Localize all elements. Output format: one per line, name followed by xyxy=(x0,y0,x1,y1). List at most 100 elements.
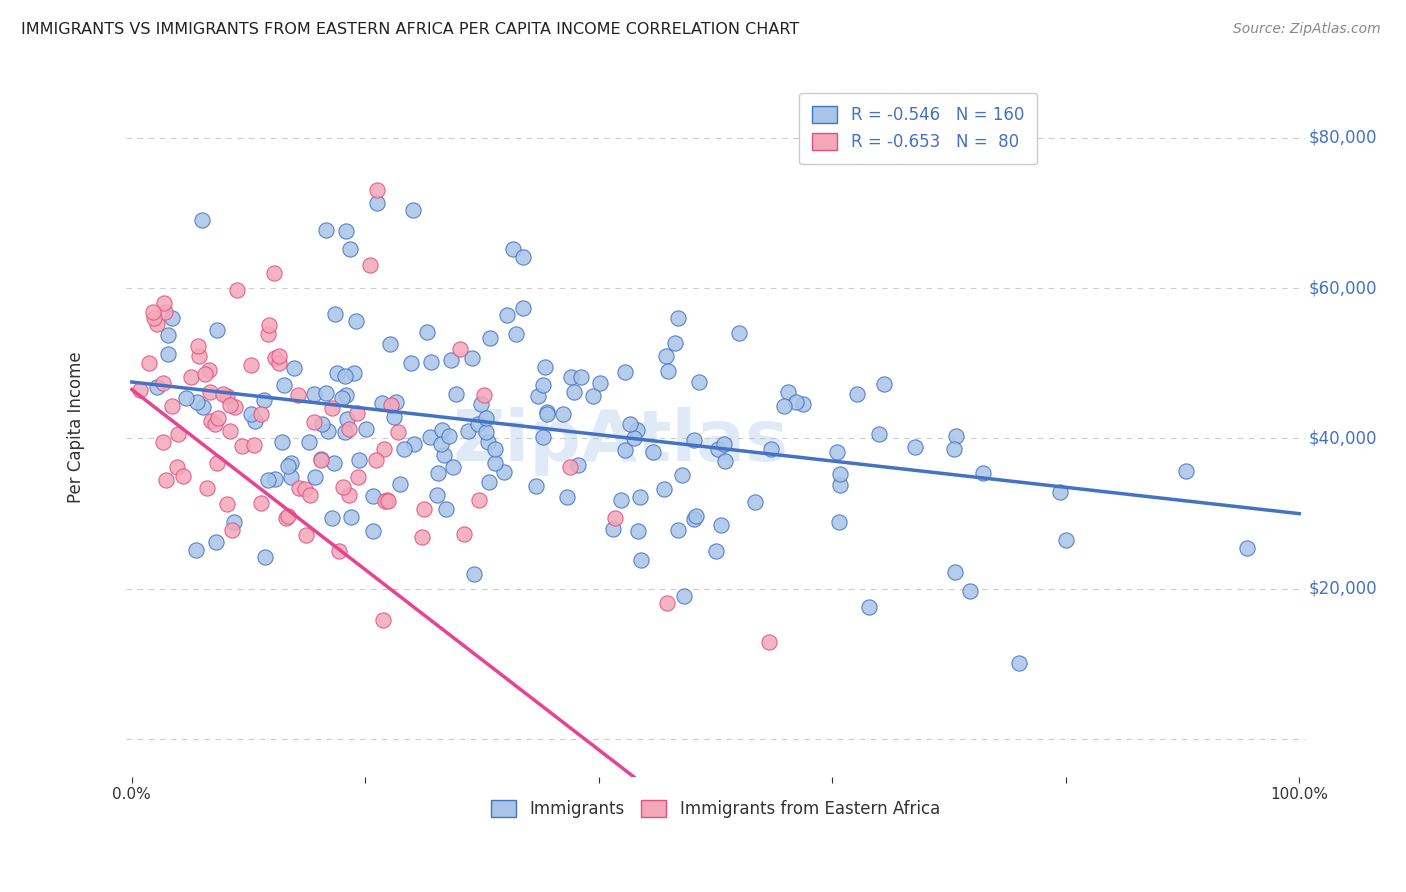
Point xyxy=(359,259,381,273)
Point xyxy=(434,502,457,516)
Point xyxy=(363,524,385,538)
Point xyxy=(943,442,966,456)
Point xyxy=(174,391,197,405)
Point xyxy=(187,338,209,352)
Point xyxy=(426,488,449,502)
Point xyxy=(323,307,346,321)
Point xyxy=(439,353,461,368)
Point xyxy=(315,386,337,401)
Point xyxy=(304,415,326,429)
Point xyxy=(387,425,409,440)
Point xyxy=(283,361,305,376)
Point xyxy=(257,327,280,342)
Point xyxy=(461,351,484,365)
Point xyxy=(419,355,441,369)
Point xyxy=(274,510,297,524)
Point xyxy=(613,443,636,458)
Point xyxy=(671,467,693,482)
Point xyxy=(630,553,652,567)
Point xyxy=(602,522,624,536)
Point xyxy=(184,543,207,558)
Point xyxy=(536,405,558,419)
Point xyxy=(361,489,384,503)
Text: IMMIGRANTS VS IMMIGRANTS FROM EASTERN AFRICA PER CAPITA INCOME CORRELATION CHART: IMMIGRANTS VS IMMIGRANTS FROM EASTERN AF… xyxy=(21,22,800,37)
Point xyxy=(335,224,357,238)
Point xyxy=(453,526,475,541)
Point xyxy=(337,422,360,436)
Point xyxy=(335,369,357,384)
Point xyxy=(582,389,605,403)
Point xyxy=(484,442,506,457)
Point xyxy=(484,456,506,470)
Point xyxy=(385,395,408,409)
Point xyxy=(904,440,927,454)
Point xyxy=(374,494,396,508)
Point xyxy=(825,445,848,459)
Point xyxy=(655,596,678,610)
Point xyxy=(299,488,322,502)
Point xyxy=(222,515,245,529)
Point xyxy=(758,634,780,648)
Point xyxy=(683,433,706,447)
Point xyxy=(211,387,233,401)
Point xyxy=(146,379,169,393)
Point xyxy=(371,613,394,627)
Point xyxy=(628,490,651,504)
Point xyxy=(155,473,177,487)
Point xyxy=(672,589,695,603)
Point xyxy=(713,437,735,451)
Point xyxy=(380,337,402,351)
Point xyxy=(191,212,214,227)
Point xyxy=(204,417,226,431)
Point xyxy=(198,363,221,377)
Point xyxy=(610,492,633,507)
Point xyxy=(785,395,807,409)
Point xyxy=(502,242,524,256)
Point xyxy=(1236,541,1258,555)
Point xyxy=(492,465,515,479)
Point xyxy=(373,442,395,456)
Text: $20,000: $20,000 xyxy=(1309,580,1378,598)
Point xyxy=(304,470,326,484)
Point xyxy=(959,583,981,598)
Point xyxy=(138,356,160,370)
Point xyxy=(666,310,689,325)
Point xyxy=(180,370,202,384)
Point xyxy=(129,384,152,398)
Point xyxy=(623,431,645,445)
Point xyxy=(685,508,707,523)
Point xyxy=(195,481,218,495)
Point xyxy=(160,310,183,325)
Point xyxy=(475,425,498,440)
Point xyxy=(868,426,890,441)
Point xyxy=(603,511,626,525)
Point xyxy=(972,467,994,481)
Point xyxy=(200,414,222,428)
Point xyxy=(474,410,496,425)
Point xyxy=(830,478,852,492)
Point xyxy=(394,442,416,456)
Point xyxy=(531,378,554,392)
Point xyxy=(280,470,302,484)
Point xyxy=(626,524,648,538)
Point xyxy=(467,417,489,432)
Point xyxy=(322,456,344,470)
Point xyxy=(728,326,751,340)
Point xyxy=(444,387,467,401)
Point xyxy=(792,396,814,410)
Point xyxy=(254,550,277,565)
Point xyxy=(589,376,612,390)
Point xyxy=(564,384,586,399)
Point xyxy=(401,202,423,217)
Point xyxy=(614,365,637,379)
Point xyxy=(333,425,356,439)
Point xyxy=(336,412,359,426)
Point xyxy=(713,454,735,468)
Text: Per Capita Income: Per Capita Income xyxy=(67,351,86,503)
Point xyxy=(240,359,263,373)
Point xyxy=(200,384,222,399)
Point xyxy=(194,368,217,382)
Point xyxy=(472,388,495,402)
Point xyxy=(943,565,966,579)
Point xyxy=(470,397,492,411)
